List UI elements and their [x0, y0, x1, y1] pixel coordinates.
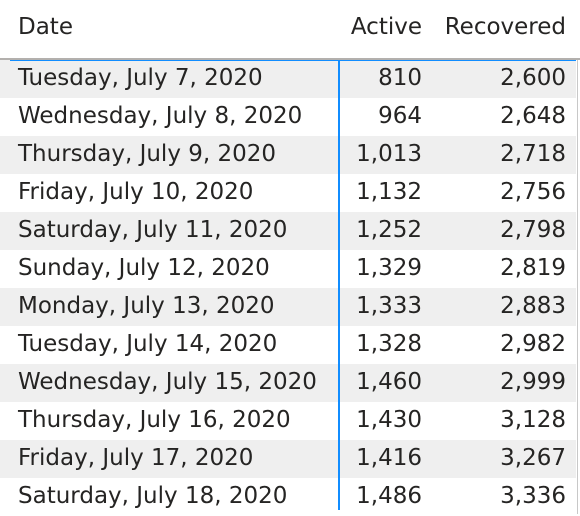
table-row[interactable]: Thursday, July 9, 2020 1,013 2,718	[0, 136, 576, 174]
cell-active: 964	[378, 103, 422, 129]
table-row[interactable]: Thursday, July 16, 2020 1,430 3,128	[0, 402, 576, 440]
cell-recovered: 2,756	[500, 179, 566, 205]
table-header: Date Active Recovered	[0, 0, 580, 60]
table-row[interactable]: Tuesday, July 7, 2020 810 2,600	[0, 60, 576, 98]
cell-date: Thursday, July 9, 2020	[18, 141, 277, 167]
cell-recovered: 2,999	[500, 369, 566, 395]
cell-active: 1,430	[356, 407, 422, 433]
cell-recovered: 2,648	[500, 103, 566, 129]
table-right-border	[577, 60, 578, 514]
cell-date: Saturday, July 11, 2020	[18, 217, 288, 243]
cell-active: 1,328	[356, 331, 422, 357]
cell-recovered: 3,336	[500, 483, 566, 509]
cell-date: Friday, July 17, 2020	[18, 445, 254, 471]
cell-recovered: 3,128	[500, 407, 566, 433]
cell-date: Wednesday, July 15, 2020	[18, 369, 317, 395]
cell-active: 1,486	[356, 483, 422, 509]
cell-date: Friday, July 10, 2020	[18, 179, 254, 205]
table-row[interactable]: Wednesday, July 15, 2020 1,460 2,999	[0, 364, 576, 402]
cell-date: Tuesday, July 14, 2020	[18, 331, 278, 357]
cell-date: Monday, July 13, 2020	[18, 293, 275, 319]
cell-date: Sunday, July 12, 2020	[18, 255, 270, 281]
cell-recovered: 2,798	[500, 217, 566, 243]
cell-recovered: 2,819	[500, 255, 566, 281]
cell-active: 1,416	[356, 445, 422, 471]
table-row[interactable]: Friday, July 10, 2020 1,132 2,756	[0, 174, 576, 212]
cell-active: 1,252	[356, 217, 422, 243]
cell-recovered: 2,718	[500, 141, 566, 167]
table-row[interactable]: Saturday, July 18, 2020 1,486 3,336	[0, 478, 576, 516]
cell-recovered: 3,267	[500, 445, 566, 471]
cell-date: Saturday, July 18, 2020	[18, 483, 288, 509]
column-header-active[interactable]: Active	[350, 14, 422, 40]
column-header-recovered[interactable]: Recovered	[444, 14, 566, 40]
table-body: Tuesday, July 7, 2020 810 2,600 Wednesday, …	[0, 60, 580, 514]
cell-active: 1,329	[356, 255, 422, 281]
cell-recovered: 2,883	[500, 293, 566, 319]
table-row[interactable]: Tuesday, July 14, 2020 1,328 2,982	[0, 326, 576, 364]
cell-date: Tuesday, July 7, 2020	[18, 65, 263, 91]
table-row[interactable]: Sunday, July 12, 2020 1,329 2,819	[0, 250, 576, 288]
table-row[interactable]: Saturday, July 11, 2020 1,252 2,798	[0, 212, 576, 250]
column-header-date[interactable]: Date	[18, 14, 73, 40]
cell-active: 1,013	[356, 141, 422, 167]
table-row[interactable]: Wednesday, July 8, 2020 964 2,648	[0, 98, 576, 136]
cell-recovered: 2,600	[500, 65, 566, 91]
header-underline-accent	[10, 60, 576, 61]
column-resize-divider[interactable]	[338, 60, 340, 510]
table-row[interactable]: Friday, July 17, 2020 1,416 3,267	[0, 440, 576, 478]
table-row[interactable]: Monday, July 13, 2020 1,333 2,883	[0, 288, 576, 326]
cell-recovered: 2,982	[500, 331, 566, 357]
cell-active: 1,460	[356, 369, 422, 395]
cell-active: 810	[378, 65, 422, 91]
cell-active: 1,333	[356, 293, 422, 319]
cell-date: Thursday, July 16, 2020	[18, 407, 291, 433]
cell-date: Wednesday, July 8, 2020	[18, 103, 303, 129]
cell-active: 1,132	[356, 179, 422, 205]
